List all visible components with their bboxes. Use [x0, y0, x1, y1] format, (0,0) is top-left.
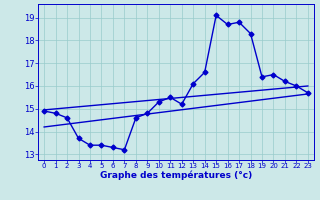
- X-axis label: Graphe des températures (°c): Graphe des températures (°c): [100, 171, 252, 180]
